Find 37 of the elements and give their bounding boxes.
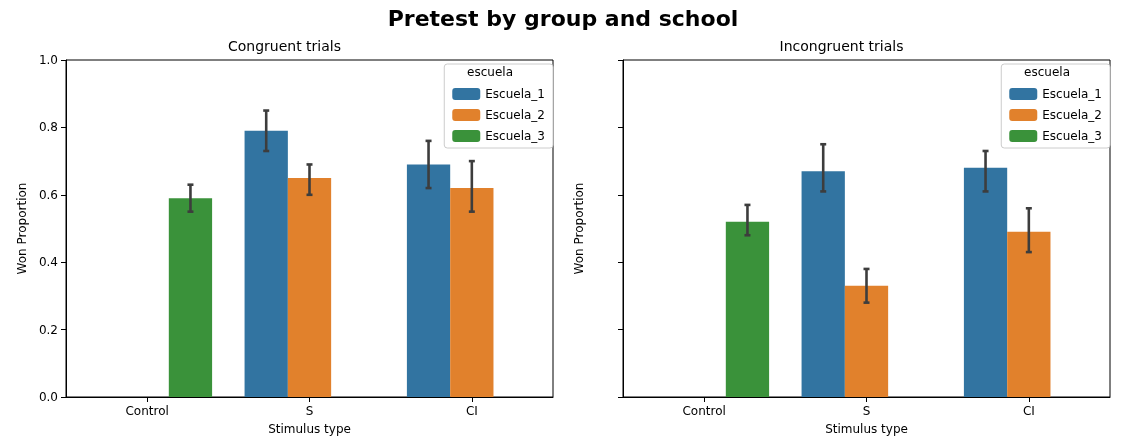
y-axis-title: Won Proportion [15,182,29,275]
y-tick-label: 0.0 [38,390,58,404]
x-tick-label: CI [1022,404,1035,418]
x-tick-label: CI [465,404,478,418]
legend-label: Escuela_1 [1042,87,1103,101]
bar [801,171,845,397]
x-tick-label: Control [125,404,169,418]
legend-label: Escuela_2 [485,108,546,122]
bar [450,188,494,397]
bar [406,164,451,397]
x-axis-title: Stimulus type [825,422,908,436]
y-tick-label: 0.6 [38,187,58,202]
y-tick-label: 0.8 [38,120,58,135]
y-axis-title: Won Proportion [572,182,586,275]
bar [1007,231,1051,397]
legend-title: escuela [1024,65,1071,79]
x-tick-label: S [305,404,314,418]
legend-label: Escuela_3 [1042,129,1103,143]
y-tick-label: 0.4 [38,255,58,270]
chart-title: Incongruent trials [779,38,904,54]
legend-label: Escuela_3 [485,129,546,143]
chart-title: Pretest by group and school [386,6,740,31]
y-tick-label: 0.2 [38,322,58,337]
bar [168,198,213,397]
bar [725,221,770,397]
chart-subtitle: Congruent trials [227,38,342,54]
bar [844,285,889,397]
x-axis-title: Stimulus type [268,422,351,436]
bar [963,167,1008,397]
bar [287,177,332,397]
legend-title: escuela [467,65,514,79]
x-tick-label: Control [682,404,726,418]
y-tick-label: 1.0 [38,53,58,67]
bar [244,130,288,397]
x-tick-label: S [862,404,871,418]
legend-label: Escuela_2 [1042,108,1103,122]
legend-label: Escuela_1 [485,87,546,101]
